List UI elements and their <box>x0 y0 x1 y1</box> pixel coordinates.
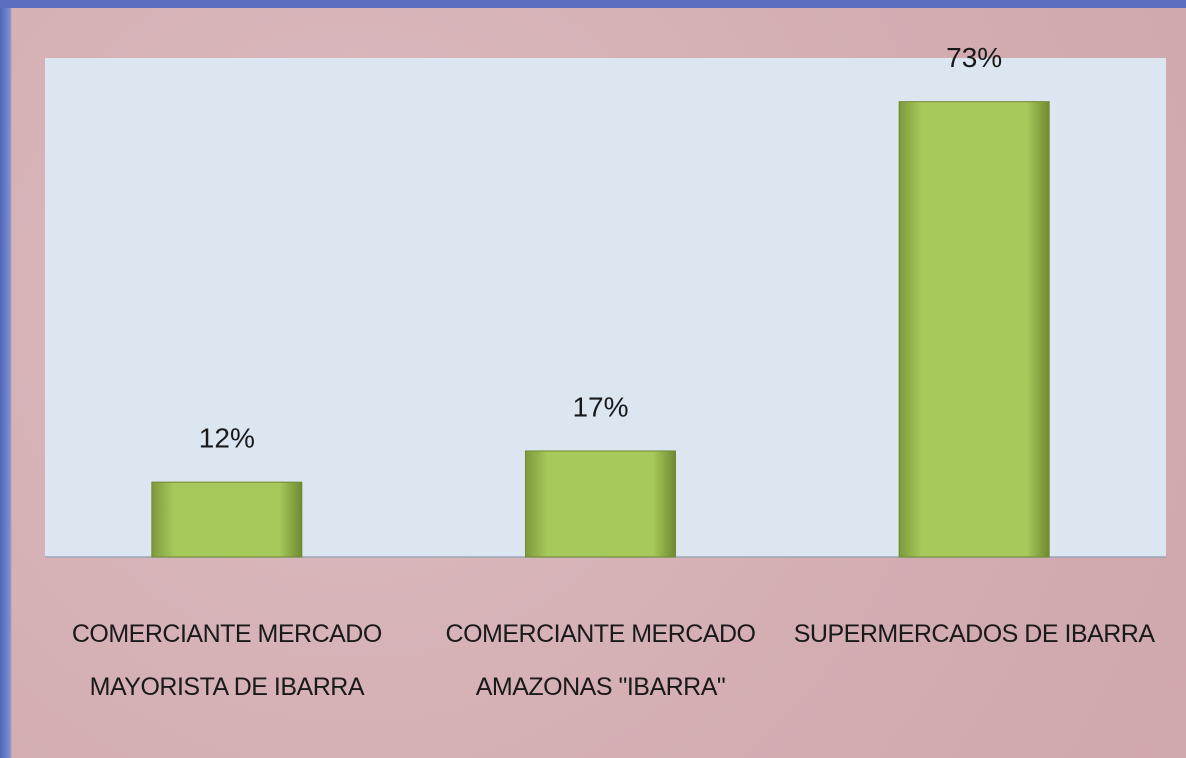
bar <box>898 101 1050 558</box>
x-tick-label: COMERCIANTE MERCADO MAYORISTA DE IBARRA <box>71 620 382 701</box>
data-label: 12% <box>199 423 255 454</box>
x-tick-label: SUPERMERCADOS DE IBARRA <box>793 620 1155 648</box>
data-label: 17% <box>572 391 628 422</box>
bar <box>525 450 676 558</box>
bar <box>151 481 303 558</box>
x-tick-label: COMERCIANTE MERCADO AMAZONAS "IBARRA" <box>445 620 756 701</box>
data-label: 73% <box>946 42 1002 73</box>
